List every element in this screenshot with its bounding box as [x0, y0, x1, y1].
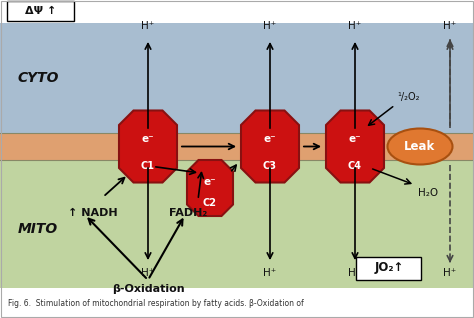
Text: Leak: Leak: [404, 140, 436, 153]
Text: H⁺: H⁺: [264, 268, 277, 278]
Text: MITO: MITO: [18, 222, 58, 236]
Text: FADH₂: FADH₂: [169, 208, 207, 218]
Polygon shape: [187, 160, 233, 216]
Text: e⁻: e⁻: [264, 134, 276, 144]
Text: ¹/₂O₂: ¹/₂O₂: [397, 92, 419, 102]
Text: H⁺: H⁺: [141, 21, 155, 31]
Text: JO₂↑: JO₂↑: [374, 261, 404, 274]
Ellipse shape: [388, 128, 453, 164]
Text: H⁺: H⁺: [348, 21, 362, 31]
Text: H⁺: H⁺: [443, 268, 456, 278]
Text: C3: C3: [263, 161, 277, 171]
Text: β-Oxidation: β-Oxidation: [112, 284, 184, 294]
Text: C2: C2: [203, 198, 217, 208]
Bar: [0, 133, 474, 160]
Text: H⁺: H⁺: [348, 268, 362, 278]
Text: H⁺: H⁺: [141, 268, 155, 278]
Text: e⁻: e⁻: [204, 177, 216, 187]
Text: Fig. 6.  Stimulation of mitochondrial respiration by fatty acids. β-Oxidation of: Fig. 6. Stimulation of mitochondrial res…: [8, 300, 304, 308]
Bar: [0, 288, 474, 318]
Text: CYTO: CYTO: [18, 71, 59, 85]
Text: H⁺: H⁺: [443, 21, 456, 31]
FancyBboxPatch shape: [356, 257, 421, 280]
Text: ↑ NADH: ↑ NADH: [68, 208, 118, 218]
Text: e⁻: e⁻: [349, 134, 361, 144]
Bar: [0, 23, 474, 133]
Bar: [0, 0, 474, 23]
FancyBboxPatch shape: [7, 1, 74, 21]
Text: ΔΨ ↑: ΔΨ ↑: [25, 6, 56, 16]
Polygon shape: [326, 110, 384, 183]
Text: e⁻: e⁻: [142, 134, 155, 144]
Polygon shape: [241, 110, 299, 183]
Text: C4: C4: [348, 161, 362, 171]
Text: H⁺: H⁺: [264, 21, 277, 31]
Text: C1: C1: [141, 161, 155, 171]
Bar: [0, 160, 474, 288]
Polygon shape: [119, 110, 177, 183]
Text: H₂O: H₂O: [418, 188, 438, 198]
